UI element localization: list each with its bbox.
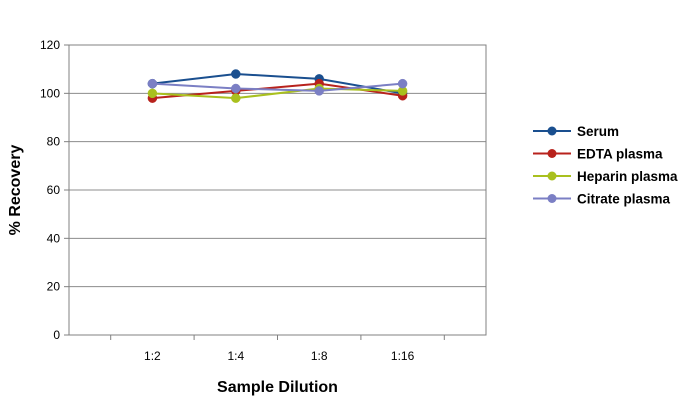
legend: Serum EDTA plasma Heparin plasma Citrate pl… bbox=[533, 124, 678, 207]
legend-entry: Serum bbox=[533, 124, 619, 139]
grid-lines bbox=[69, 92, 486, 288]
series-line bbox=[152, 87, 403, 100]
x-tick-label: 1:2 bbox=[144, 349, 161, 363]
y-tick-label: 80 bbox=[47, 135, 61, 149]
series-line bbox=[152, 72, 403, 95]
legend-marker bbox=[547, 126, 557, 136]
series-line bbox=[152, 82, 403, 92]
legend-label: Citrate plasma bbox=[577, 192, 671, 207]
legend-marker bbox=[547, 149, 557, 158]
series-layer bbox=[147, 69, 408, 103]
data-point bbox=[231, 83, 241, 94]
legend-entry: Citrate plasma bbox=[533, 192, 671, 207]
legend-label: Serum bbox=[577, 124, 619, 139]
series-heparin-plasma bbox=[147, 83, 408, 103]
data-point bbox=[147, 78, 158, 89]
y-tick-label: 0 bbox=[53, 328, 60, 342]
y-axis-title: % Recovery bbox=[7, 145, 24, 236]
data-point bbox=[147, 88, 158, 99]
legend-entry: Heparin plasma bbox=[533, 169, 678, 184]
data-point bbox=[231, 93, 241, 103]
data-point bbox=[314, 86, 324, 96]
y-tick-label: 100 bbox=[40, 86, 60, 100]
y-tick-label: 120 bbox=[40, 38, 60, 52]
legend-marker bbox=[547, 194, 557, 203]
y-tick-label: 20 bbox=[47, 280, 61, 294]
y-axis-ticks: 0 20 40 60 80 100 120 bbox=[40, 38, 69, 342]
x-tick-label: 1:8 bbox=[311, 349, 328, 363]
x-tick-label: 1:4 bbox=[227, 349, 244, 363]
series-citrate-plasma bbox=[147, 78, 408, 96]
legend-entry: EDTA plasma bbox=[533, 147, 663, 162]
y-tick-label: 40 bbox=[47, 231, 61, 245]
data-point bbox=[397, 78, 408, 89]
x-axis-ticks: 1:2 1:4 1:8 1:16 bbox=[110, 335, 445, 363]
x-tick-label: 1:16 bbox=[391, 349, 415, 363]
legend-label: EDTA plasma bbox=[577, 147, 663, 162]
x-axis-title: Sample Dilution bbox=[217, 379, 338, 396]
data-point bbox=[231, 69, 241, 79]
legend-marker bbox=[547, 171, 557, 181]
legend-label: Heparin plasma bbox=[577, 169, 678, 184]
y-tick-label: 60 bbox=[47, 183, 61, 197]
